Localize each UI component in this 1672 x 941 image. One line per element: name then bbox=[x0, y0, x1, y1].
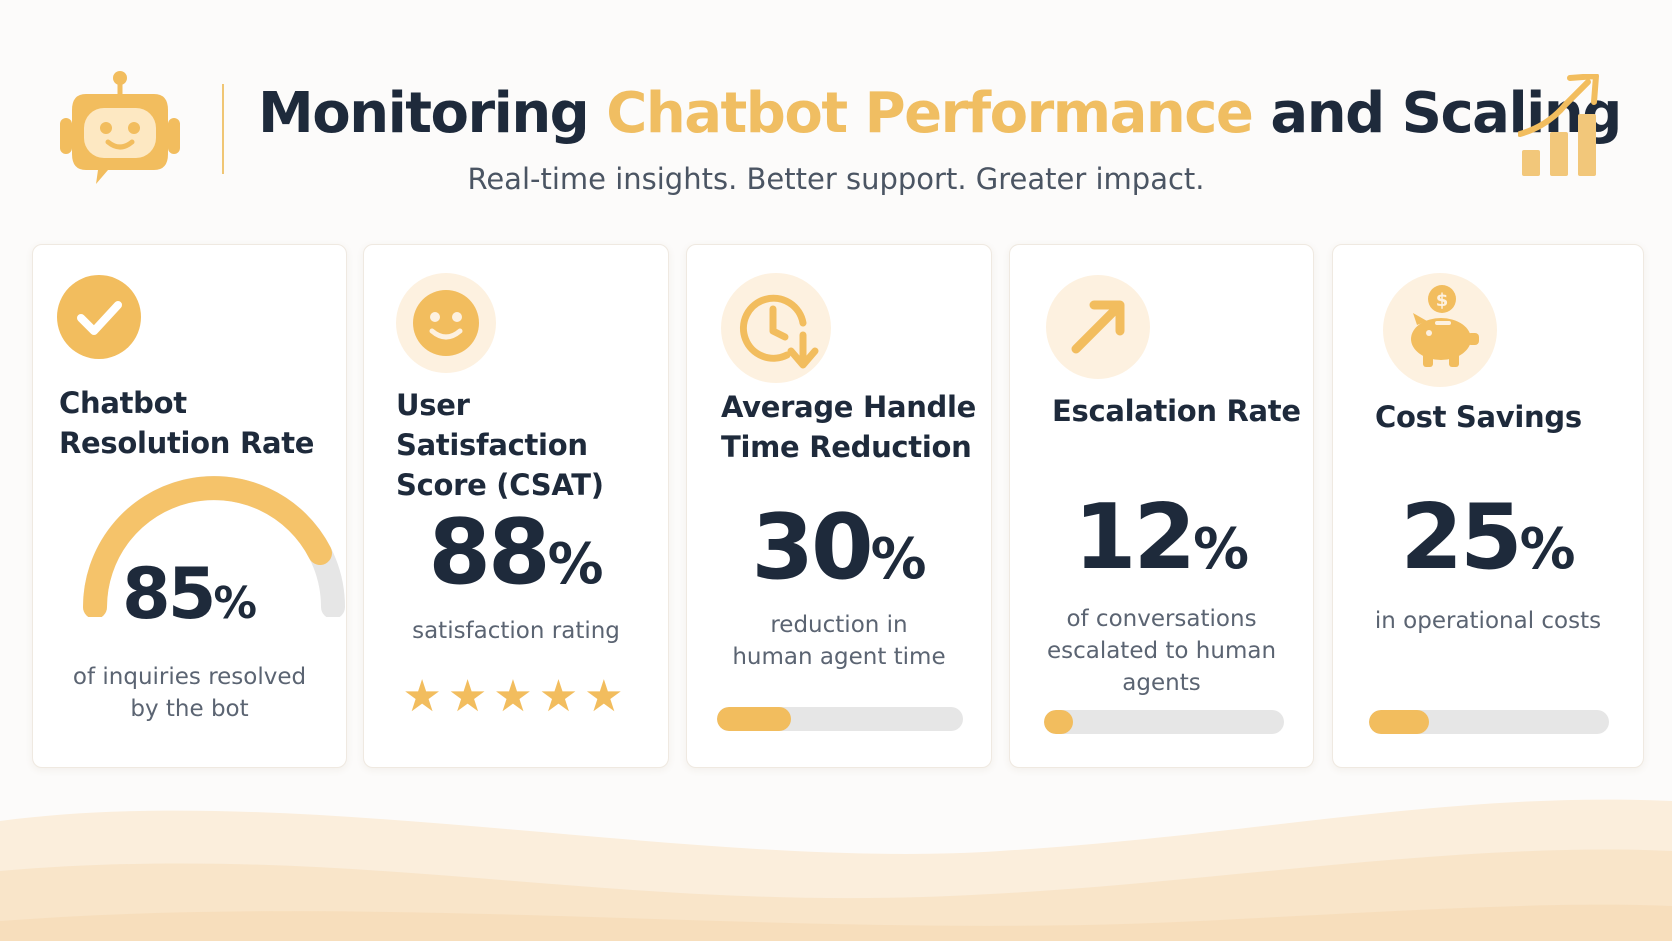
caption-line-2: human agent time bbox=[732, 644, 946, 670]
caption-line-1: reduction in bbox=[770, 612, 908, 638]
card-title: Cost Savings bbox=[1375, 397, 1582, 437]
metric-value: 30% bbox=[687, 495, 991, 600]
star-icon: ★ bbox=[447, 671, 494, 722]
caption-line-1: in operational costs bbox=[1374, 608, 1602, 634]
value-unit: % bbox=[547, 532, 604, 597]
progress-fill bbox=[1369, 710, 1429, 734]
metric-value: 88% bbox=[364, 500, 668, 605]
check-circle-icon bbox=[57, 275, 141, 359]
metric-caption: in operational costs bbox=[1347, 605, 1629, 637]
robot-icon bbox=[60, 71, 180, 184]
card-title: Chatbot Resolution Rate bbox=[59, 383, 314, 463]
value-unit: % bbox=[213, 579, 257, 629]
value-number: 88 bbox=[428, 500, 550, 605]
card-cost-savings: $ Cost Savings 25% in operational costs bbox=[1332, 244, 1644, 768]
page-subtitle: Real-time insights. Better support. Grea… bbox=[467, 162, 1205, 196]
metric-caption: of conversations escalated to human agen… bbox=[1024, 603, 1299, 699]
caption-line-2: escalated to human bbox=[1046, 638, 1277, 664]
clock-down-icon bbox=[721, 273, 831, 383]
svg-text:$: $ bbox=[1436, 290, 1449, 311]
progress-track bbox=[1044, 710, 1284, 734]
caption-line-2: by the bot bbox=[130, 696, 249, 722]
progress-track bbox=[1369, 710, 1609, 734]
value-number: 85 bbox=[122, 553, 216, 635]
title-accent: Chatbot Performance bbox=[606, 81, 1254, 146]
title-line-1: Chatbot bbox=[59, 386, 187, 420]
smiley-icon bbox=[396, 273, 496, 373]
title-line-2: Resolution Rate bbox=[59, 426, 315, 460]
title-line-1: Average Handle bbox=[721, 390, 977, 424]
metric-caption: of inquiries resolved by the bot bbox=[47, 661, 332, 725]
caption-line-3: agents bbox=[1122, 670, 1201, 696]
metric-value: 12% bbox=[1010, 485, 1313, 590]
metric-value: 85% bbox=[33, 553, 346, 635]
card-resolution-rate: Chatbot Resolution Rate 85% of inquiries… bbox=[32, 244, 347, 768]
title-line-1: Escalation Rate bbox=[1052, 394, 1301, 428]
caption-line-1: of inquiries resolved bbox=[72, 664, 307, 690]
title-part-1: Monitoring bbox=[258, 81, 590, 146]
card-title: Average Handle Time Reduction bbox=[721, 387, 976, 467]
title-line-2: Score (CSAT) bbox=[396, 468, 604, 502]
header-divider bbox=[222, 84, 224, 174]
header: Monitoring Chatbot Performance and Scali… bbox=[0, 0, 1672, 220]
caption-line-1: satisfaction rating bbox=[412, 618, 620, 644]
star-icon: ★ bbox=[538, 671, 585, 722]
star-icon: ★ bbox=[493, 671, 539, 722]
value-number: 30 bbox=[751, 495, 873, 600]
metric-caption: satisfaction rating bbox=[378, 615, 654, 647]
title-line-2: Time Reduction bbox=[721, 430, 972, 464]
arrow-up-right-icon bbox=[1046, 275, 1150, 379]
star-rating: ★★★★★ bbox=[364, 671, 668, 722]
progress-fill bbox=[1044, 710, 1073, 734]
card-handle-time: Average Handle Time Reduction 30% reduct… bbox=[686, 244, 992, 768]
card-title: Escalation Rate bbox=[1052, 391, 1301, 431]
piggy-bank-icon: $ bbox=[1383, 273, 1497, 387]
page-title: Monitoring Chatbot Performance and Scali… bbox=[258, 78, 1622, 150]
card-title: User Satisfaction Score (CSAT) bbox=[396, 385, 668, 505]
star-icon: ★ bbox=[402, 671, 448, 722]
title-line-1: Cost Savings bbox=[1375, 400, 1582, 434]
value-unit: % bbox=[870, 527, 927, 592]
metric-value: 25% bbox=[1333, 485, 1643, 590]
resolution-gauge bbox=[83, 476, 345, 617]
card-escalation-rate: Escalation Rate 12% of conversations esc… bbox=[1009, 244, 1314, 768]
progress-track bbox=[717, 707, 963, 731]
title-line-1: User Satisfaction bbox=[396, 388, 588, 462]
metric-caption: reduction in human agent time bbox=[701, 609, 977, 673]
value-number: 25 bbox=[1400, 485, 1522, 590]
progress-fill bbox=[717, 707, 791, 731]
value-number: 12 bbox=[1073, 485, 1196, 590]
star-icon: ★ bbox=[584, 671, 630, 722]
caption-line-1: of conversations bbox=[1066, 606, 1257, 632]
value-unit: % bbox=[1519, 517, 1576, 582]
card-csat: User Satisfaction Score (CSAT) 88% satis… bbox=[363, 244, 669, 768]
decorative-waves bbox=[0, 799, 1672, 941]
value-unit: % bbox=[1193, 517, 1250, 582]
growth-chart-icon bbox=[1518, 74, 1599, 176]
